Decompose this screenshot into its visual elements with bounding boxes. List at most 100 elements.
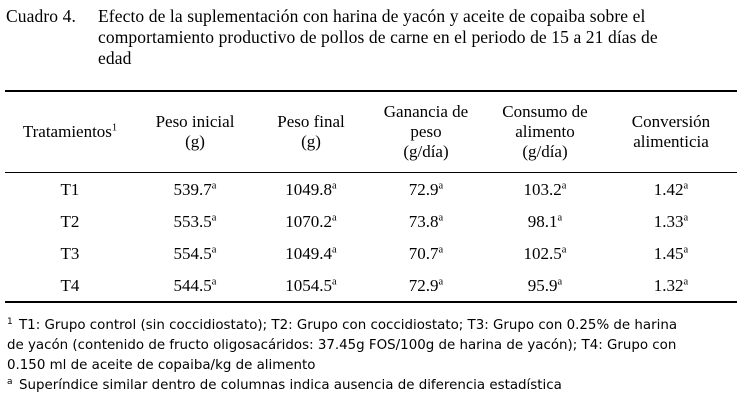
- cell-superscript: a: [557, 276, 563, 288]
- cell-ganancia: 72.9a: [367, 270, 485, 302]
- header-line: Peso final: [277, 112, 345, 131]
- cell-value: 73.8: [408, 212, 439, 231]
- cell-superscript: a: [332, 276, 337, 288]
- cell-value: 1.32: [653, 276, 684, 295]
- cell-consumo: 102.5a: [485, 238, 605, 270]
- cell-superscript: a: [683, 180, 689, 192]
- header-conversion-alimenticia: Conversión alimenticia: [605, 92, 737, 172]
- cell-peso-final: 1049.8a: [255, 172, 367, 206]
- header-line: Ganancia de: [383, 102, 469, 121]
- cell-value: 1049.4: [285, 244, 333, 263]
- header-line: Conversión: [631, 112, 711, 131]
- header-line: peso: [410, 122, 442, 141]
- header-tratamientos: Tratamientos1: [5, 92, 135, 172]
- cell-conversion: 1.32a: [605, 270, 737, 302]
- caption-line: Cuadro 4. Efecto de la suplementación con…: [6, 6, 736, 27]
- cell-value: 72.9: [408, 180, 439, 199]
- cell-superscript: a: [438, 180, 444, 192]
- cell-conversion: 1.33a: [605, 206, 737, 238]
- cell-conversion: 1.45a: [605, 238, 737, 270]
- table-bottom-rule: [5, 301, 737, 303]
- cell-value: 98.1: [527, 212, 558, 231]
- cell-superscript: a: [211, 276, 217, 288]
- header-peso-inicial: Peso inicial (g): [135, 92, 255, 172]
- footnote-treatments-cont: 0.150 ml de aceite de copaiba/kg de alim…: [7, 356, 739, 376]
- cell-superscript: a: [438, 276, 444, 288]
- cell-superscript: a: [561, 244, 567, 256]
- cell-value: 1070.2: [285, 212, 333, 231]
- header-line: alimenticia: [633, 132, 709, 151]
- header-line: (g): [185, 132, 205, 151]
- cell-superscript: a: [211, 244, 217, 256]
- table-row: T1 539.7a 1049.8a 72.9a 103.2a 1.42a: [5, 172, 737, 206]
- footnote-line: de yacón (contenido de fructo oligosacár…: [7, 338, 677, 353]
- cell-superscript: a: [557, 212, 563, 224]
- cell-value: 103.2: [523, 180, 562, 199]
- cell-superscript: a: [332, 180, 337, 192]
- footnote-line: 0.150 ml de aceite de copaiba/kg de alim…: [7, 358, 316, 373]
- header-peso-final: Peso final (g): [255, 92, 367, 172]
- caption-text-line-2: comportamiento productivo de pollos de c…: [98, 27, 658, 47]
- table-footnotes: 1 T1: Grupo control (sin coccidiostato); …: [7, 316, 739, 396]
- cell-peso-inicial: 553.5a: [135, 206, 255, 238]
- cell-superscript: a: [683, 276, 689, 288]
- header-line: Peso inicial: [155, 112, 235, 131]
- cell-superscript: a: [683, 244, 689, 256]
- cell-ganancia: 73.8a: [367, 206, 485, 238]
- cell-value: 1049.8: [285, 180, 333, 199]
- caption-text-line-1: Efecto de la suplementación con harina d…: [98, 6, 646, 26]
- results-table: Tratamientos1 Peso inicial (g) Peso fina…: [5, 92, 737, 302]
- header-line: alimento: [515, 122, 575, 141]
- cell-treatment: T1: [60, 180, 80, 199]
- cell-superscript: a: [438, 244, 444, 256]
- footnote-line: T1: Grupo control (sin coccidiostato); T…: [19, 318, 678, 333]
- cell-consumo: 98.1a: [485, 206, 605, 238]
- cell-conversion: 1.42a: [605, 172, 737, 206]
- cell-treatment: T3: [60, 244, 80, 263]
- cell-peso-final: 1049.4a: [255, 238, 367, 270]
- cell-superscript: a: [561, 180, 567, 192]
- cell-ganancia: 70.7a: [367, 238, 485, 270]
- table-row: T4 544.5a 1054.5a 72.9a 95.9a 1.32a: [5, 270, 737, 302]
- cell-value: 102.5: [523, 244, 562, 263]
- table-caption: Cuadro 4. Efecto de la suplementación con…: [6, 6, 736, 69]
- header-line: (g/día): [522, 142, 568, 161]
- footnote-treatments: 1 T1: Grupo control (sin coccidiostato); …: [7, 316, 678, 333]
- cell-ganancia: 72.9a: [367, 172, 485, 206]
- cell-value: 554.5: [173, 244, 212, 263]
- footnote-treatments-cont: de yacón (contenido de fructo oligosacár…: [7, 336, 739, 356]
- cell-peso-inicial: 539.7a: [135, 172, 255, 206]
- table-header-rule: [5, 172, 737, 173]
- cell-value: 1054.5: [285, 276, 333, 295]
- cell-value: 1.42: [653, 180, 684, 199]
- cell-consumo: 103.2a: [485, 172, 605, 206]
- cell-superscript: a: [332, 212, 337, 224]
- cell-value: 1.33: [653, 212, 684, 231]
- cell-value: 553.5: [173, 212, 212, 231]
- table-header-row: Tratamientos1 Peso inicial (g) Peso fina…: [5, 92, 737, 172]
- cell-superscript: a: [332, 244, 337, 256]
- cell-value: 70.7: [408, 244, 439, 263]
- header-tratamientos-text: Tratamientos: [22, 122, 112, 141]
- footnote-superscript: a Superíndice similar dentro de columnas …: [7, 376, 562, 393]
- header-consumo-de-alimento: Consumo de alimento (g/día): [485, 92, 605, 172]
- cell-superscript: a: [211, 212, 217, 224]
- cell-value: 72.9: [408, 276, 439, 295]
- cell-value: 1.45: [653, 244, 684, 263]
- cell-peso-inicial: 554.5a: [135, 238, 255, 270]
- table-row: T3 554.5a 1049.4a 70.7a 102.5a 1.45a: [5, 238, 737, 270]
- cell-treatment: T4: [60, 276, 80, 295]
- cell-value: 544.5: [173, 276, 212, 295]
- cell-treatment: T2: [60, 212, 80, 231]
- cell-consumo: 95.9a: [485, 270, 605, 302]
- cell-superscript: a: [438, 212, 444, 224]
- table-top-rule: [5, 90, 737, 92]
- cell-superscript: a: [683, 212, 689, 224]
- header-tratamientos-footnote-marker: 1: [111, 122, 118, 134]
- cell-value: 539.7: [173, 180, 212, 199]
- cell-superscript: a: [211, 180, 217, 192]
- cell-peso-final: 1070.2a: [255, 206, 367, 238]
- cell-peso-inicial: 544.5a: [135, 270, 255, 302]
- header-line: (g/día): [403, 142, 449, 161]
- header-ganancia-de-peso: Ganancia de peso (g/día): [367, 92, 485, 172]
